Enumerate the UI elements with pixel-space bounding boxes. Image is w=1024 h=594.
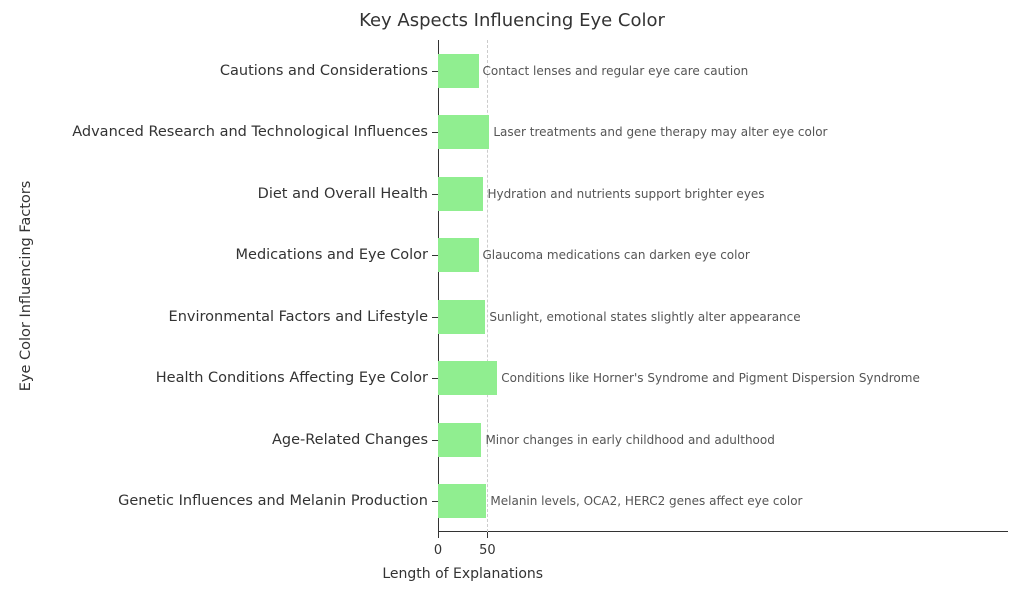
- y-tick-label: Age-Related Changes: [272, 432, 438, 448]
- bar-annotation: Minor changes in early childhood and adu…: [485, 433, 774, 447]
- x-tick: [438, 532, 439, 538]
- y-axis-label: Eye Color Influencing Factors: [18, 181, 34, 392]
- y-tick-label: Genetic Influences and Melanin Productio…: [118, 493, 438, 509]
- x-tick-label: 0: [434, 543, 442, 558]
- gridline: [487, 40, 488, 532]
- x-axis-label-text: Length of Explanations: [382, 566, 543, 582]
- y-tick-label: Diet and Overall Health: [258, 186, 438, 202]
- bar-annotation: Conditions like Horner's Syndrome and Pi…: [501, 371, 920, 385]
- bar-annotation: Laser treatments and gene therapy may al…: [493, 125, 827, 139]
- bar-annotation: Hydration and nutrients support brighter…: [487, 187, 764, 201]
- chart-title: Key Aspects Influencing Eye Color: [0, 10, 1024, 31]
- y-tick-label: Cautions and Considerations: [220, 63, 438, 79]
- y-axis-line: [438, 40, 439, 532]
- eye-color-chart: Key Aspects Influencing Eye Color Eye Co…: [0, 0, 1024, 594]
- y-tick-label: Health Conditions Affecting Eye Color: [156, 370, 438, 386]
- y-tick-label: Environmental Factors and Lifestyle: [169, 309, 438, 325]
- bar-annotation: Sunlight, emotional states slightly alte…: [489, 310, 800, 324]
- bar: [438, 300, 485, 334]
- x-axis-label: Length of Explanations: [438, 566, 1008, 582]
- x-tick-label: 50: [479, 543, 496, 558]
- bar: [438, 423, 481, 457]
- bar-annotation: Glaucoma medications can darken eye colo…: [483, 248, 750, 262]
- bar: [438, 361, 497, 395]
- bar: [438, 177, 483, 211]
- y-axis-label-wrap: Eye Color Influencing Factors: [16, 40, 36, 532]
- bar-annotation: Contact lenses and regular eye care caut…: [483, 64, 749, 78]
- plot-area: 050Genetic Influences and Melanin Produc…: [438, 40, 1008, 532]
- y-tick-label: Medications and Eye Color: [236, 247, 438, 263]
- y-tick-label: Advanced Research and Technological Infl…: [72, 124, 438, 140]
- bar: [438, 115, 489, 149]
- x-tick: [487, 532, 488, 538]
- x-axis-line: [438, 531, 1008, 532]
- bar: [438, 484, 486, 518]
- bar: [438, 238, 479, 272]
- bar: [438, 54, 479, 88]
- bar-annotation: Melanin levels, OCA2, HERC2 genes affect…: [490, 494, 802, 508]
